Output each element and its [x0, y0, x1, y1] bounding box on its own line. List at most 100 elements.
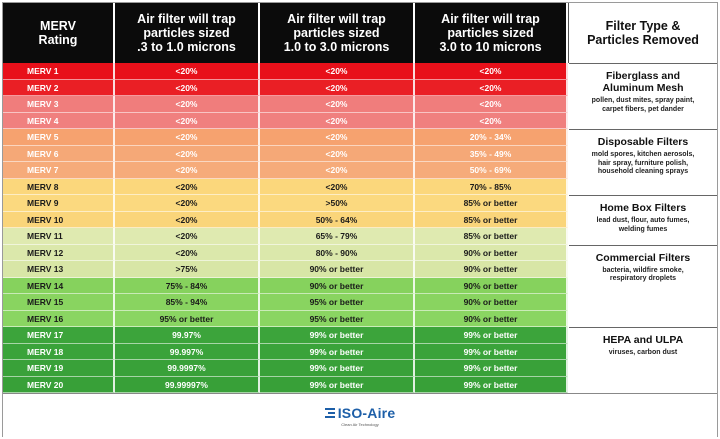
merv-rating-cell: MERV 7	[3, 162, 115, 179]
range-1-3-cell: 95% or better	[260, 294, 415, 311]
range-03-1-cell: <20%	[115, 178, 260, 195]
filter-type-column: Fiberglass and Aluminum Mesh pollen, dust…	[569, 63, 717, 393]
table-row: MERV 13 >75% 90% or better 90% or better	[3, 261, 568, 278]
table-row: MERV 6 <20% <20% 35% - 49%	[3, 145, 568, 162]
logo-mark-icon	[324, 407, 335, 418]
range-3-10-cell: 85% or better	[415, 211, 568, 228]
range-1-3-cell: 99% or better	[260, 327, 415, 344]
merv-rows: MERV 1 <20% <20% <20% MERV 2 <20% <20% <20% MERV…	[3, 63, 568, 393]
range-3-10-cell: 99% or better	[415, 360, 568, 377]
range-03-1-cell: <20%	[115, 63, 260, 80]
merv-rating-cell: MERV 16	[3, 310, 115, 327]
range-03-1-cell: <20%	[115, 244, 260, 261]
range-3-10-cell: 85% or better	[415, 195, 568, 212]
range-03-1-cell: >75%	[115, 261, 260, 278]
range-03-1-cell: 99.97%	[115, 327, 260, 344]
filter-type-particles: pollen, dust mites, spray paint, carpet …	[591, 97, 695, 113]
table-row: MERV 17 99.97% 99% or better 99% or better	[3, 327, 568, 344]
table-row: MERV 9 <20% >50% 85% or better	[3, 195, 568, 212]
range-1-3-cell: <20%	[260, 178, 415, 195]
merv-rating-cell: MERV 6	[3, 145, 115, 162]
range-03-1-cell: <20%	[115, 211, 260, 228]
merv-rating-cell: MERV 14	[3, 277, 115, 294]
filter-type-group: Fiberglass and Aluminum Mesh pollen, dust…	[569, 63, 717, 129]
merv-rating-cell: MERV 19	[3, 360, 115, 377]
range-1-3-cell: <20%	[260, 96, 415, 113]
range-1-3-cell: <20%	[260, 79, 415, 96]
range-3-10-cell: <20%	[415, 63, 568, 80]
table-row: MERV 20 99.99997% 99% or better 99% or bett…	[3, 376, 568, 393]
range-1-3-cell: <20%	[260, 63, 415, 80]
filter-type-particles: bacteria, wildfire smoke, respiratory dr…	[602, 266, 684, 283]
merv-rating-cell: MERV 17	[3, 327, 115, 344]
range-3-10-cell: 90% or better	[415, 261, 568, 278]
merv-rating-cell: MERV 18	[3, 343, 115, 360]
range-03-1-cell: <20%	[115, 195, 260, 212]
filter-type-name: Fiberglass and Aluminum Mesh	[602, 70, 684, 94]
range-3-10-cell: 99% or better	[415, 376, 568, 393]
header-filter-type: Filter Type & Particles Removed	[568, 3, 717, 63]
range-3-10-cell: 90% or better	[415, 244, 568, 261]
header-merv-rating: MERV Rating	[3, 3, 115, 63]
range-03-1-cell: 99.99997%	[115, 376, 260, 393]
range-3-10-cell: 90% or better	[415, 310, 568, 327]
range-1-3-cell: 99% or better	[260, 376, 415, 393]
logo-text: ISO-Aire	[337, 404, 396, 421]
filter-type-group: Disposable Filters mold spores, kitchen a…	[569, 129, 717, 195]
range-03-1-cell: <20%	[115, 96, 260, 113]
filter-type-name: Disposable Filters	[597, 136, 689, 148]
range-1-3-cell: 90% or better	[260, 261, 415, 278]
header-range-3-10: Air filter will trap particles sized 3.0…	[415, 3, 568, 63]
range-1-3-cell: 99% or better	[260, 360, 415, 377]
range-3-10-cell: 50% - 69%	[415, 162, 568, 179]
table-row: MERV 1 <20% <20% <20%	[3, 63, 568, 80]
range-1-3-cell: 80% - 90%	[260, 244, 415, 261]
table-row: MERV 10 <20% 50% - 64% 85% or better	[3, 211, 568, 228]
filter-type-group: Home Box Filters lead dust, flour, auto f…	[569, 195, 717, 245]
range-1-3-cell: 65% - 79%	[260, 228, 415, 245]
table-row: MERV 12 <20% 80% - 90% 90% or better	[3, 244, 568, 261]
header-range-03-1: Air filter will trap particles sized .3 …	[115, 3, 260, 63]
range-1-3-cell: <20%	[260, 129, 415, 146]
merv-rating-cell: MERV 4	[3, 112, 115, 129]
table-row: MERV 18 99.997% 99% or better 99% or better	[3, 343, 568, 360]
range-3-10-cell: <20%	[415, 96, 568, 113]
range-3-10-cell: 90% or better	[415, 277, 568, 294]
range-03-1-cell: <20%	[115, 228, 260, 245]
range-3-10-cell: 85% or better	[415, 228, 568, 245]
merv-rating-cell: MERV 13	[3, 261, 115, 278]
range-1-3-cell: 90% or better	[260, 277, 415, 294]
merv-rating-cell: MERV 8	[3, 178, 115, 195]
range-3-10-cell: 20% - 34%	[415, 129, 568, 146]
filter-type-particles: mold spores, kitchen aerosols, hair spra…	[591, 151, 695, 175]
merv-rating-cell: MERV 20	[3, 376, 115, 393]
merv-rating-cell: MERV 3	[3, 96, 115, 113]
merv-rating-cell: MERV 10	[3, 211, 115, 228]
range-3-10-cell: 35% - 49%	[415, 145, 568, 162]
range-1-3-cell: <20%	[260, 145, 415, 162]
range-1-3-cell: 50% - 64%	[260, 211, 415, 228]
table-row: MERV 4 <20% <20% <20%	[3, 112, 568, 129]
table-header: MERV Rating Air filter will trap particl…	[3, 3, 717, 63]
range-3-10-cell: 99% or better	[415, 343, 568, 360]
range-1-3-cell: <20%	[260, 112, 415, 129]
range-3-10-cell: 90% or better	[415, 294, 568, 311]
range-3-10-cell: <20%	[415, 79, 568, 96]
merv-rating-cell: MERV 1	[3, 63, 115, 80]
range-1-3-cell: 95% or better	[260, 310, 415, 327]
table-row: MERV 11 <20% 65% - 79% 85% or better	[3, 228, 568, 245]
range-1-3-cell: >50%	[260, 195, 415, 212]
range-3-10-cell: 99% or better	[415, 327, 568, 344]
merv-rating-cell: MERV 5	[3, 129, 115, 146]
table-row: MERV 8 <20% <20% 70% - 85%	[3, 178, 568, 195]
merv-rating-cell: MERV 12	[3, 244, 115, 261]
table-row: MERV 3 <20% <20% <20%	[3, 96, 568, 113]
range-1-3-cell: 99% or better	[260, 343, 415, 360]
range-03-1-cell: 99.997%	[115, 343, 260, 360]
table-row: MERV 15 85% - 94% 95% or better 90% or bett…	[3, 294, 568, 311]
merv-rating-cell: MERV 15	[3, 294, 115, 311]
merv-rating-cell: MERV 11	[3, 228, 115, 245]
table-row: MERV 7 <20% <20% 50% - 69%	[3, 162, 568, 179]
merv-rating-cell: MERV 2	[3, 79, 115, 96]
